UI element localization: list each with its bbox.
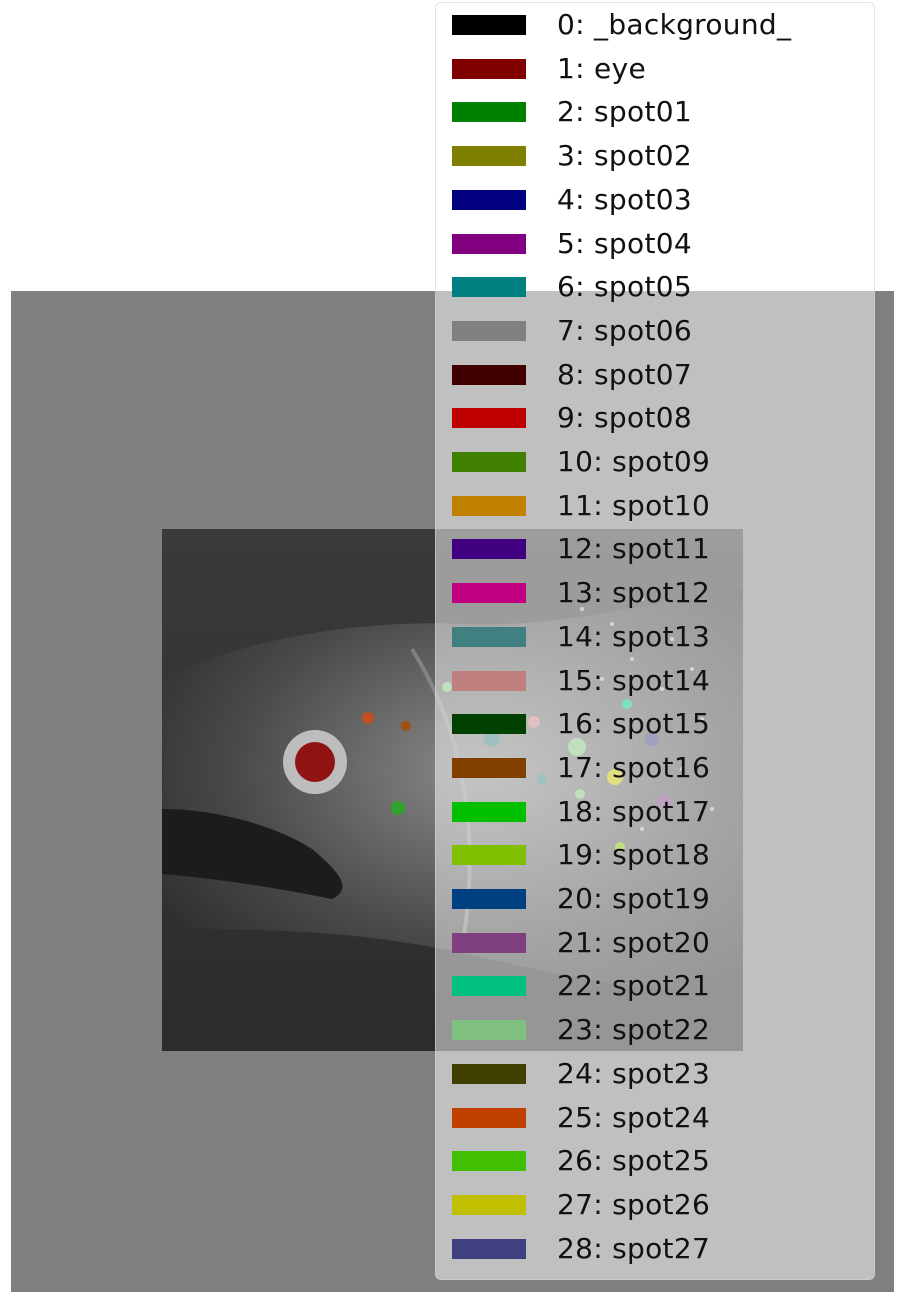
legend-label: 14: spot13 — [557, 619, 711, 653]
legend-swatch — [452, 539, 526, 560]
legend-label: 19: spot18 — [557, 838, 711, 872]
legend-item: 1: eye — [436, 47, 876, 91]
legend-label: 11: spot10 — [557, 488, 711, 522]
eye-overlay — [295, 742, 335, 782]
legend-label: 20: spot19 — [557, 882, 711, 915]
legend-label: 0: _background_ — [557, 8, 792, 41]
legend-label: 17: spot16 — [557, 750, 711, 784]
legend-label: 22: spot21 — [557, 969, 711, 1003]
legend-item: 9: spot08 — [436, 396, 876, 440]
legend-item: 18: spot17 — [436, 790, 876, 834]
legend-label: 2: spot01 — [557, 95, 692, 129]
legend-swatch — [452, 277, 526, 298]
legend-item: 25: spot24 — [436, 1096, 876, 1140]
legend-item: 10: spot09 — [436, 440, 876, 484]
legend-label: 6: spot05 — [557, 270, 692, 304]
legend-label: 28: spot27 — [557, 1231, 711, 1265]
legend-swatch — [452, 58, 526, 79]
legend-label: 3: spot02 — [557, 139, 692, 173]
legend-label: 27: spot26 — [557, 1187, 711, 1221]
legend-swatch — [452, 1020, 526, 1041]
legend-swatch — [452, 1194, 526, 1215]
legend-label: 8: spot07 — [557, 357, 692, 391]
legend-swatch — [452, 1151, 526, 1172]
legend-swatch — [452, 146, 526, 167]
legend-swatch — [452, 714, 526, 735]
legend-swatch — [452, 626, 526, 647]
legend-item: 26: spot25 — [436, 1139, 876, 1183]
legend-item: 20: spot19 — [436, 877, 876, 921]
legend-item: 28: spot27 — [436, 1227, 876, 1271]
legend-label: 15: spot14 — [557, 663, 711, 697]
legend-label: 21: spot20 — [557, 925, 711, 959]
legend-swatch — [452, 1238, 526, 1259]
legend-label: 24: spot23 — [557, 1056, 711, 1090]
legend-item: 24: spot23 — [436, 1052, 876, 1096]
legend-label: 10: spot09 — [557, 445, 711, 478]
legend-item: 12: spot11 — [436, 527, 876, 571]
legend-swatch — [452, 452, 526, 472]
legend-item: 11: spot10 — [436, 484, 876, 528]
legend-item: 4: spot03 — [436, 178, 876, 222]
legend-item: 7: spot06 — [436, 309, 876, 353]
legend-label: 26: spot25 — [557, 1144, 711, 1178]
legend-label: 12: spot11 — [557, 532, 711, 566]
legend-item: 8: spot07 — [436, 353, 876, 397]
legend-label: 18: spot17 — [557, 794, 711, 828]
legend-swatch — [452, 408, 526, 429]
legend-item: 17: spot16 — [436, 746, 876, 790]
legend-item: 0: _background_ — [436, 3, 876, 47]
legend-label: 23: spot22 — [557, 1013, 711, 1047]
legend-label: 5: spot04 — [557, 226, 692, 260]
legend-label: 9: spot08 — [557, 401, 692, 435]
legend-swatch — [452, 757, 526, 778]
legend-label: 1: eye — [557, 51, 646, 85]
legend-item: 2: spot01 — [436, 90, 876, 134]
legend-swatch — [452, 102, 526, 123]
legend-swatch — [452, 801, 526, 822]
legend-label: 25: spot24 — [557, 1100, 711, 1134]
legend-swatch — [452, 1063, 526, 1084]
legend: 0: _background_ 1: eye 2: spot01 3: spot02 4… — [435, 2, 875, 1280]
legend-item: 21: spot20 — [436, 921, 876, 965]
legend-label: 4: spot03 — [557, 182, 692, 216]
legend-swatch — [452, 364, 526, 385]
legend-swatch — [452, 233, 526, 254]
spot-overlay — [401, 721, 411, 731]
legend-swatch — [452, 320, 526, 341]
legend-swatch — [452, 670, 526, 691]
legend-swatch — [452, 932, 526, 953]
legend-item: 27: spot26 — [436, 1183, 876, 1227]
legend-item: 5: spot04 — [436, 222, 876, 266]
legend-swatch — [452, 976, 526, 997]
legend-item: 22: spot21 — [436, 964, 876, 1008]
spot-overlay — [391, 801, 405, 815]
legend-swatch — [452, 1107, 526, 1128]
spot-overlay — [362, 712, 374, 724]
legend-swatch — [452, 189, 526, 210]
legend-label: 13: spot12 — [557, 576, 711, 610]
legend-item: 19: spot18 — [436, 833, 876, 877]
legend-item: 14: spot13 — [436, 615, 876, 659]
legend-item: 3: spot02 — [436, 134, 876, 178]
legend-label: 16: spot15 — [557, 707, 711, 741]
legend-swatch — [452, 495, 526, 516]
fish-mouth — [162, 809, 343, 899]
legend-swatch — [452, 583, 526, 604]
legend-swatch — [452, 845, 526, 866]
legend-item: 23: spot22 — [436, 1008, 876, 1052]
legend-swatch — [452, 15, 526, 35]
legend-item: 13: spot12 — [436, 571, 876, 615]
legend-swatch — [452, 889, 526, 909]
legend-label: 7: spot06 — [557, 313, 692, 347]
legend-item: 15: spot14 — [436, 659, 876, 703]
legend-item: 16: spot15 — [436, 702, 876, 746]
legend-item: 6: spot05 — [436, 265, 876, 309]
